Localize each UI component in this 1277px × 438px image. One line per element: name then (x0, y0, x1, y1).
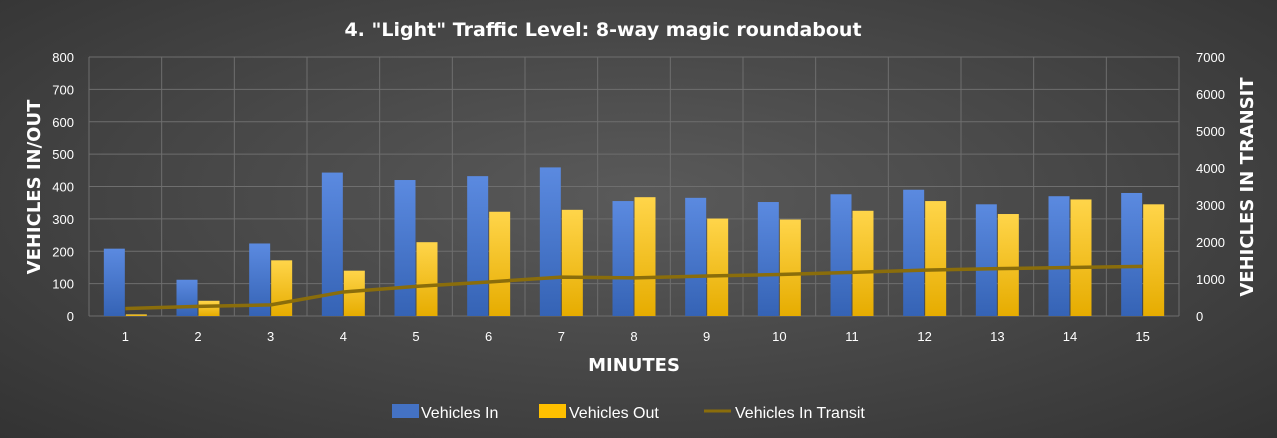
x-tick-label: 3 (267, 329, 274, 344)
bar-vehicles-in[interactable] (830, 194, 852, 316)
bar-vehicles-out[interactable] (997, 214, 1019, 316)
line-vehicles-in-transit[interactable] (125, 264, 1143, 311)
y2-tick-label: 4000 (1196, 161, 1225, 176)
bar-vehicles-in[interactable] (467, 176, 489, 316)
x-tick-label: 11 (845, 329, 859, 344)
y2-tick-label: 2000 (1196, 235, 1225, 250)
bar-vehicles-in[interactable] (975, 204, 997, 316)
legend-label-vehicles-out: Vehicles Out (569, 405, 659, 422)
bar-vehicles-in[interactable] (1048, 196, 1070, 316)
bar-vehicles-in[interactable] (612, 201, 634, 316)
x-tick-label: 15 (1135, 329, 1149, 344)
y-tick-label: 700 (52, 82, 74, 97)
bar-vehicles-out[interactable] (925, 201, 947, 316)
legend-item-vehicles-in[interactable]: Vehicles In (392, 404, 498, 422)
x-tick-label: 14 (1063, 329, 1077, 344)
y-tick-label: 0 (67, 309, 74, 324)
legend: Vehicles In Vehicles Out Vehicles In Tra… (392, 404, 865, 422)
bar-vehicles-out[interactable] (343, 270, 365, 316)
y2-tick-label: 7000 (1196, 50, 1225, 65)
legend-label-vehicles-in-transit: Vehicles In Transit (735, 405, 865, 422)
x-tick-label: 8 (630, 329, 637, 344)
y2-tick-label: 1000 (1196, 272, 1225, 287)
bar-vehicles-out[interactable] (416, 242, 438, 316)
bar-vehicles-in[interactable] (249, 243, 271, 316)
legend-label-vehicles-in: Vehicles In (421, 405, 498, 422)
bar-vehicles-in[interactable] (176, 279, 198, 316)
bar-vehicles-out[interactable] (634, 197, 656, 316)
y-axis-ticks: 0 100 200 300 400 500 600 700 800 (52, 50, 74, 324)
bar-vehicles-in[interactable] (539, 167, 561, 316)
legend-swatch-vehicles-in (392, 404, 419, 418)
x-tick-label: 1 (122, 329, 129, 344)
bar-vehicles-in[interactable] (757, 202, 779, 316)
legend-item-vehicles-in-transit[interactable]: Vehicles In Transit (704, 405, 865, 422)
y-tick-label: 300 (52, 212, 74, 227)
chart-title: 4. "Light" Traffic Level: 8-way magic ro… (344, 19, 861, 41)
bar-vehicles-out[interactable] (125, 314, 147, 316)
y2-tick-label: 6000 (1196, 87, 1225, 102)
y-tick-label: 600 (52, 115, 74, 130)
y-tick-label: 800 (52, 50, 74, 65)
y2-tick-label: 0 (1196, 309, 1203, 324)
x-tick-label: 5 (412, 329, 419, 344)
transit-line (125, 264, 1143, 311)
bar-vehicles-in[interactable] (394, 180, 416, 316)
bar-vehicles-in[interactable] (685, 197, 707, 316)
x-axis-ticks: 1 2 3 4 5 6 7 8 9 10 11 12 13 14 15 (122, 329, 1150, 344)
bar-vehicles-out[interactable] (707, 218, 729, 316)
y-axis-title: VEHICLES IN/OUT (24, 99, 45, 274)
bar-vehicles-out[interactable] (779, 219, 801, 316)
x-tick-label: 7 (558, 329, 565, 344)
x-tick-label: 2 (194, 329, 201, 344)
x-tick-label: 9 (703, 329, 710, 344)
bar-vehicles-out[interactable] (1070, 199, 1092, 316)
bar-vehicles-out[interactable] (489, 211, 511, 316)
x-axis-title: MINUTES (588, 355, 680, 376)
y2-tick-label: 5000 (1196, 124, 1225, 139)
x-tick-label: 13 (990, 329, 1004, 344)
x-tick-label: 10 (772, 329, 786, 344)
x-tick-label: 6 (485, 329, 492, 344)
x-tick-label: 12 (917, 329, 931, 344)
x-tick-label: 4 (340, 329, 347, 344)
bar-vehicles-in[interactable] (903, 189, 925, 316)
bar-vehicles-out[interactable] (561, 209, 583, 316)
y-tick-label: 100 (52, 277, 74, 292)
y2-axis-ticks: 0 1000 2000 3000 4000 5000 6000 7000 (1196, 50, 1225, 324)
y-tick-label: 500 (52, 147, 74, 162)
bars (103, 167, 1165, 316)
legend-swatch-vehicles-out (539, 404, 566, 418)
bar-vehicles-in[interactable] (103, 248, 125, 316)
bar-vehicles-in[interactable] (1121, 192, 1143, 316)
bar-vehicles-out[interactable] (852, 210, 874, 316)
bar-vehicles-in[interactable] (321, 172, 343, 316)
bar-vehicles-out[interactable] (271, 260, 293, 316)
bar-vehicles-out[interactable] (1143, 204, 1165, 316)
y-tick-label: 400 (52, 180, 74, 195)
y2-tick-label: 3000 (1196, 198, 1225, 213)
gridlines (88, 56, 1180, 317)
y2-axis-title: VEHICLES IN TRANSIT (1237, 77, 1258, 297)
y-tick-label: 200 (52, 244, 74, 259)
bar-vehicles-out[interactable] (198, 300, 220, 316)
legend-item-vehicles-out[interactable]: Vehicles Out (539, 404, 659, 422)
